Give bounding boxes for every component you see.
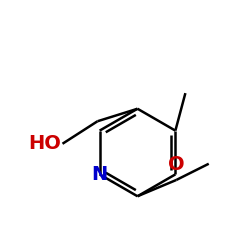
Text: HO: HO xyxy=(28,134,61,153)
Text: N: N xyxy=(92,165,108,184)
Text: O: O xyxy=(168,155,184,174)
